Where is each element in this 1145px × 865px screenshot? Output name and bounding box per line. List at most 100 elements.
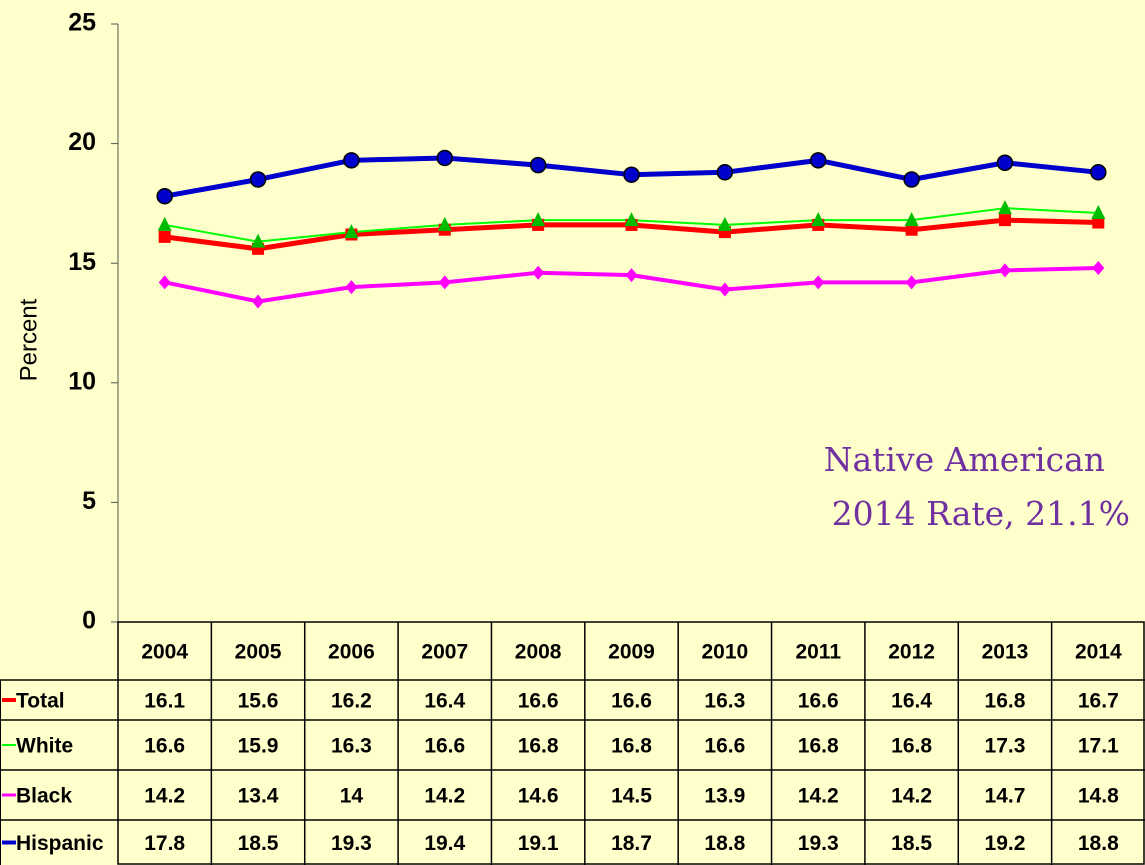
- marker: [157, 216, 172, 231]
- table-value: 17.8: [144, 832, 185, 855]
- marker: [717, 216, 732, 231]
- marker: [903, 171, 920, 188]
- marker: [529, 156, 547, 174]
- marker: [438, 275, 451, 290]
- table-value: 14.7: [985, 785, 1026, 808]
- table-value: 16.8: [891, 735, 932, 758]
- legend-label: Total: [16, 690, 65, 713]
- x-tick-label: 2010: [702, 641, 749, 664]
- marker: [623, 166, 640, 183]
- marker: [1091, 204, 1106, 219]
- marker: [531, 212, 546, 227]
- table-value: 15.6: [238, 690, 279, 713]
- y-tick-label: 5: [82, 487, 96, 515]
- table-value: 16.3: [331, 735, 372, 758]
- table-value: 19.3: [331, 832, 372, 855]
- marker: [156, 187, 173, 205]
- table-value: 18.8: [1078, 832, 1119, 855]
- marker: [812, 275, 825, 290]
- table-value: 14.8: [1078, 785, 1119, 808]
- marker: [718, 282, 731, 297]
- table-value: 18.5: [238, 832, 279, 855]
- table-value: 14.2: [144, 785, 185, 808]
- annotation: 2014 Rate, 21.1%: [832, 494, 1130, 533]
- table-value: 15.9: [238, 735, 279, 758]
- table-value: 19.1: [518, 832, 559, 855]
- y-tick-label: 15: [68, 248, 96, 276]
- table-value: 16.8: [985, 690, 1026, 713]
- table-value: 14: [340, 785, 364, 808]
- table-value: 19.4: [424, 832, 465, 855]
- y-tick-label: 25: [68, 9, 96, 37]
- marker: [997, 200, 1012, 215]
- table-value: 16.6: [144, 735, 185, 758]
- table-value: 16.6: [798, 690, 839, 713]
- marker: [809, 152, 827, 169]
- table-value: 13.9: [704, 785, 745, 808]
- table-value: 18.5: [891, 832, 932, 855]
- x-tick-label: 2006: [328, 641, 375, 664]
- table-value: 19.2: [985, 832, 1026, 855]
- marker: [998, 214, 1011, 227]
- x-tick-label: 2013: [982, 641, 1029, 664]
- x-tick-label: 2007: [421, 641, 468, 664]
- x-tick-label: 2004: [141, 641, 188, 664]
- marker: [1092, 216, 1105, 229]
- table-value: 13.4: [238, 785, 279, 808]
- marker: [532, 265, 545, 280]
- table-value: 16.8: [798, 735, 839, 758]
- marker: [905, 223, 918, 236]
- table-value: 17.3: [985, 735, 1026, 758]
- x-tick-label: 2008: [515, 641, 562, 664]
- table-value: 16.8: [518, 735, 559, 758]
- marker: [158, 275, 171, 290]
- table-value: 16.6: [518, 690, 559, 713]
- table-value: 16.6: [611, 690, 652, 713]
- table-value: 18.8: [704, 832, 745, 855]
- marker: [996, 154, 1014, 171]
- marker: [343, 152, 360, 169]
- marker: [905, 275, 918, 290]
- table-value: 16.3: [704, 690, 745, 713]
- y-tick-label: 10: [68, 367, 96, 395]
- x-tick-label: 2005: [235, 641, 282, 664]
- marker: [344, 224, 359, 239]
- marker: [625, 268, 638, 283]
- table-value: 17.1: [1078, 735, 1119, 758]
- marker: [345, 280, 358, 295]
- table-value: 14.2: [891, 785, 932, 808]
- table-value: 16.6: [704, 735, 745, 758]
- table-value: 16.4: [891, 690, 932, 713]
- annotation: Native American: [824, 440, 1105, 479]
- table-value: 16.6: [424, 735, 465, 758]
- marker: [437, 216, 452, 231]
- marker: [1092, 260, 1105, 275]
- table-value: 16.4: [424, 690, 465, 713]
- x-tick-label: 2009: [608, 641, 655, 664]
- x-tick-label: 2014: [1075, 641, 1122, 664]
- table-value: 18.7: [611, 832, 652, 855]
- y-axis-label: Percent: [15, 298, 42, 381]
- marker: [251, 233, 266, 248]
- marker: [624, 212, 639, 227]
- table-value: 16.1: [144, 690, 185, 713]
- table-value: 19.3: [798, 832, 839, 855]
- table-value: 16.8: [611, 735, 652, 758]
- table-value: 16.7: [1078, 690, 1119, 713]
- marker: [249, 171, 267, 188]
- x-tick-label: 2011: [795, 641, 841, 664]
- marker: [436, 149, 454, 167]
- table-frame: [117, 621, 1145, 865]
- marker: [252, 294, 265, 309]
- marker: [904, 212, 919, 227]
- table-value: 14.2: [798, 785, 839, 808]
- y-tick-label: 0: [82, 607, 96, 635]
- marker: [716, 164, 734, 181]
- legend-label: Black: [16, 785, 72, 808]
- table-value: 14.5: [611, 785, 652, 808]
- table-value: 16.2: [331, 690, 372, 713]
- legend-label: White: [16, 735, 73, 758]
- table-value: 14.2: [424, 785, 465, 808]
